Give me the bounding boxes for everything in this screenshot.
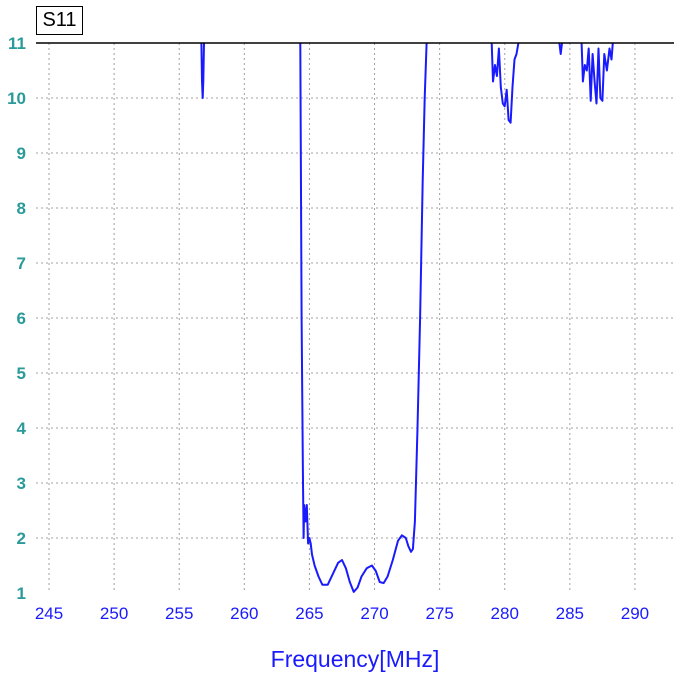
y-tick-label: 4: [17, 419, 27, 438]
y-tick-label: 11: [8, 34, 26, 53]
y-tick-label: 9: [17, 144, 26, 163]
x-tick-label: 285: [556, 604, 584, 623]
y-tick-label: 7: [17, 254, 26, 273]
y-tick-label: 2: [17, 529, 26, 548]
x-tick-label: 260: [230, 604, 258, 623]
x-tick-label: 250: [100, 604, 128, 623]
x-axis-ticks: 245 250 255 260 265 270 275 280 285 290: [35, 604, 649, 623]
chart-title-badge: S11: [36, 6, 83, 35]
series-line-segment: [558, 42, 563, 55]
series-line-segment: [299, 42, 428, 593]
x-tick-label: 275: [425, 604, 453, 623]
x-tick-label: 265: [295, 604, 323, 623]
x-tick-label: 290: [621, 604, 649, 623]
y-tick-label: 10: [7, 89, 26, 108]
series-line-segment: [200, 42, 205, 99]
x-tick-label: 255: [165, 604, 193, 623]
x-tick-label: 245: [35, 604, 63, 623]
series-line-segment: [580, 42, 614, 105]
y-tick-label: 1: [17, 584, 26, 603]
series-line-segment: [490, 42, 520, 124]
y-tick-label: 5: [17, 364, 26, 383]
y-tick-label: 3: [17, 474, 26, 493]
x-axis-label: Frequency[MHz]: [271, 646, 440, 672]
y-tick-label: 6: [17, 309, 26, 328]
plot-series: [200, 42, 614, 593]
x-tick-label: 270: [360, 604, 388, 623]
grid-lines: [36, 43, 674, 593]
x-tick-label: 280: [491, 604, 519, 623]
y-tick-label: 8: [17, 199, 26, 218]
y-axis-ticks: 1 2 3 4 5 6 7 8 9 10 11: [7, 34, 26, 603]
